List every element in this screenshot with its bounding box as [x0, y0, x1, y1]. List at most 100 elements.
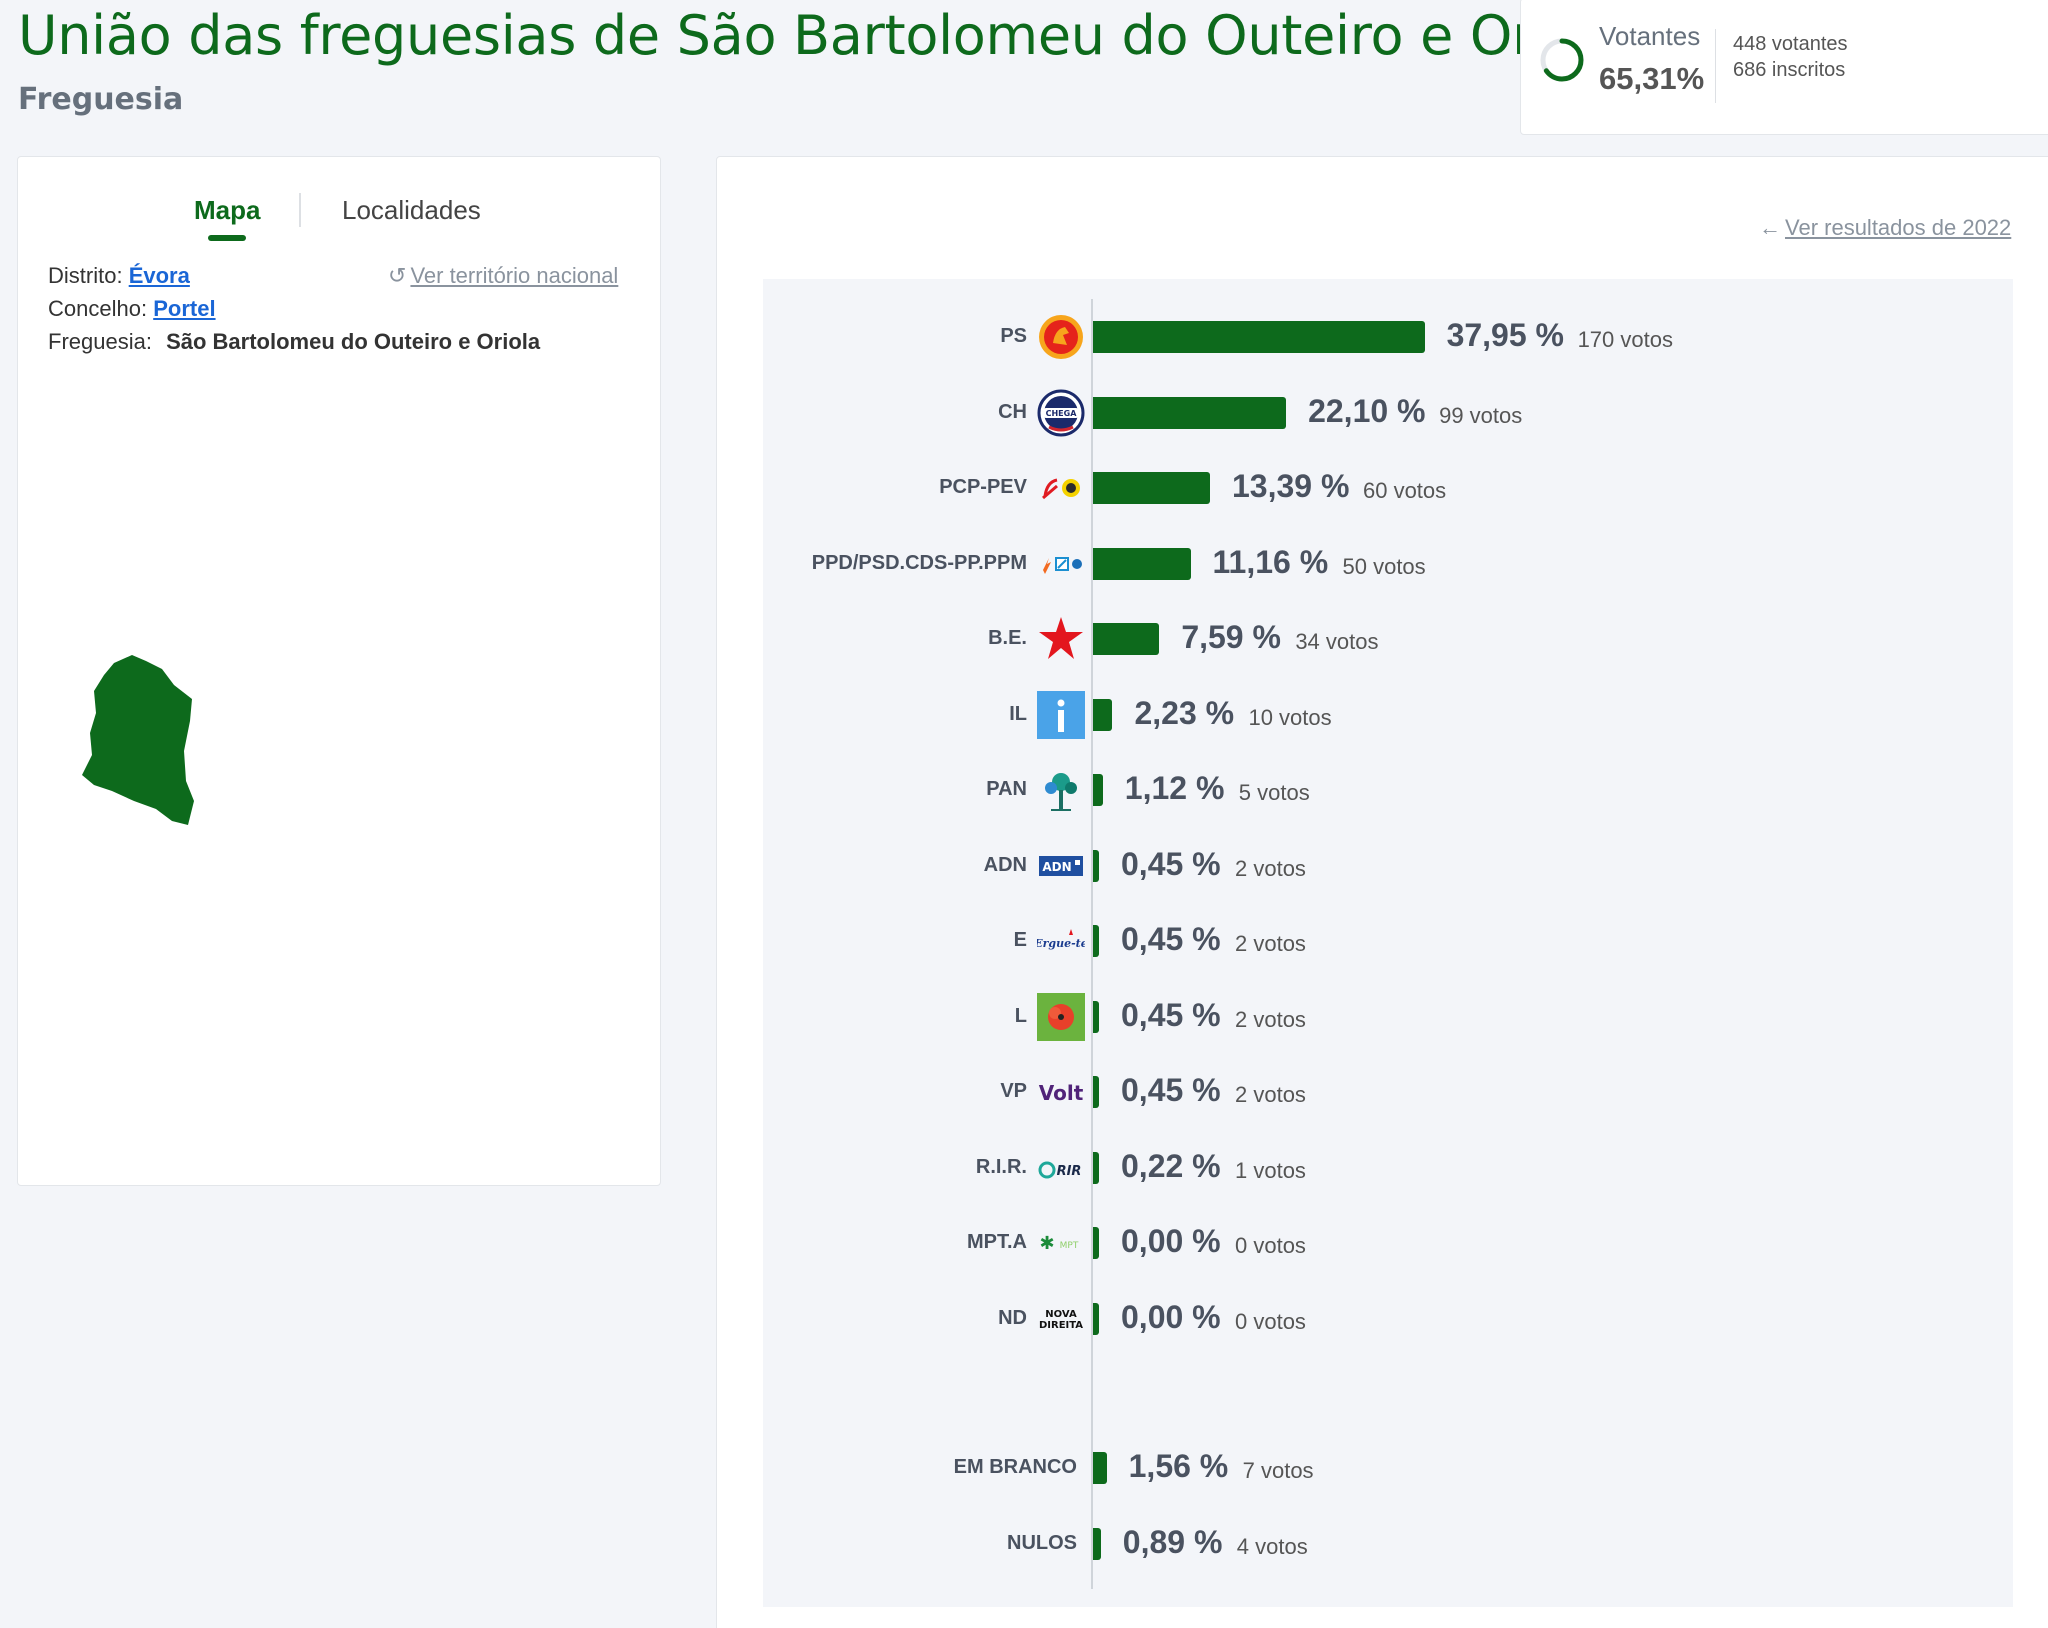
national-territory-label: Ver território nacional — [410, 263, 619, 288]
result-row: NULOS 0,89 % 4 votos — [717, 1518, 2048, 1570]
party-name: VP — [1000, 1080, 1027, 1102]
result-bar[interactable] — [1093, 396, 1287, 429]
result-bar[interactable] — [1093, 1076, 1099, 1108]
result-percent: 22,10 % — [1308, 392, 1426, 429]
result-bar[interactable] — [1093, 1151, 1099, 1184]
undo-arrow-icon: ↺ — [388, 263, 407, 288]
county-line: Concelho: Portel — [48, 296, 216, 322]
result-row: R.I.R. RIR 0,22 % 1 votos — [717, 1142, 2048, 1194]
result-row: VP Volt 0,45 % 2 votos — [717, 1066, 2048, 1118]
party-name: PCP-PEV — [939, 476, 1027, 498]
result-percent: 0,45 % — [1121, 845, 1221, 882]
district-link[interactable]: Évora — [128, 263, 190, 288]
party-name-wrap: CH — [717, 387, 1027, 439]
result-votes: 2 votos — [1235, 931, 1306, 956]
turnout-divider — [1715, 29, 1716, 103]
result-row: PCP-PEV 13,39 % 60 votos — [717, 462, 2048, 514]
result-votes: 50 votos — [1342, 553, 1426, 579]
district-line: Distrito: Évora — [48, 263, 190, 289]
result-bar[interactable] — [1093, 623, 1160, 655]
svg-text:ADN: ADN — [1042, 860, 1071, 874]
party-name-wrap: IL — [717, 689, 1027, 741]
result-percent: 0,00 % — [1121, 1298, 1221, 1335]
result-row: IL 2,23 % 10 votos — [717, 689, 2048, 741]
result-row: PPD/PSD.CDS-PP.PPM 11,16 % 50 votos — [717, 538, 2048, 590]
result-votes: 0 votos — [1235, 1308, 1306, 1334]
turnout-percent: 65,31% — [1599, 61, 1705, 96]
party-name-wrap: MPT.A — [717, 1217, 1027, 1269]
registered-count: 686 inscritos — [1733, 59, 1846, 81]
result-bar[interactable] — [1093, 925, 1099, 957]
result-percent: 37,95 % — [1446, 317, 1564, 353]
result-bar[interactable] — [1093, 698, 1113, 731]
party-name: IL — [1009, 702, 1027, 725]
result-bar[interactable] — [1093, 774, 1103, 806]
svg-text:✱: ✱ — [1039, 1233, 1054, 1254]
tab-mapa[interactable]: Mapa — [194, 195, 260, 241]
result-percent: 0,45 % — [1121, 1072, 1221, 1108]
party-name-wrap: PS — [717, 311, 1027, 363]
parish-line: Freguesia: São Bartolomeu do Outeiro e O… — [48, 329, 540, 355]
result-bar[interactable] — [1093, 321, 1425, 353]
party-name-wrap: L — [717, 991, 1027, 1043]
party-name: PAN — [986, 778, 1027, 800]
party-name-wrap: PPD/PSD.CDS-PP.PPM — [717, 538, 1027, 590]
turnout-card: Votantes 65,31% 448 votantes 686 inscrit… — [1520, 0, 2048, 135]
page-title: União das freguesias de São Bartolomeu d… — [18, 4, 1629, 67]
party-name-wrap: PCP-PEV — [717, 462, 1027, 514]
result-row: B.E. 7,59 % 34 votos — [717, 613, 2048, 665]
result-row: PS 37,95 % 170 votos — [717, 311, 2048, 363]
parish-label: Freguesia: — [48, 329, 152, 354]
result-bar[interactable] — [1093, 1000, 1099, 1033]
result-votes: 2 votos — [1235, 1082, 1306, 1107]
result-votes: 0 votos — [1235, 1233, 1306, 1258]
result-percent: 0,89 % — [1122, 1523, 1223, 1560]
party-name: R.I.R. — [975, 1155, 1027, 1178]
svg-text:DIREITA: DIREITA — [1039, 1320, 1083, 1331]
party-name-wrap: R.I.R. — [717, 1142, 1027, 1194]
result-row: ND NOVA DIREITA 0,00 % 0 votos — [717, 1293, 2048, 1345]
result-bar[interactable] — [1093, 1227, 1099, 1259]
result-row: CH CHEGA 22,10 % 99 votos — [717, 387, 2048, 439]
result-bar[interactable] — [1093, 472, 1210, 504]
party-name-wrap: NULOS — [717, 1518, 1077, 1570]
previous-results-link[interactable]: ← Ver resultados de 2022 — [1759, 215, 2011, 241]
result-bar[interactable] — [1093, 1452, 1107, 1484]
party-name: NULOS — [1007, 1531, 1077, 1554]
party-name-wrap: E — [717, 915, 1027, 967]
result-votes: 2 votos — [1235, 855, 1306, 881]
livre-poppy-logo-icon — [1037, 992, 1085, 1041]
result-percent: 7,59 % — [1181, 619, 1281, 655]
result-row: L 0,45 % 2 votos — [717, 991, 2048, 1043]
tab-divider — [299, 193, 301, 227]
result-bar[interactable] — [1093, 547, 1191, 580]
result-percent: 1,12 % — [1124, 770, 1225, 806]
result-votes: 1 votos — [1235, 1157, 1306, 1183]
party-name-wrap: EM BRANCO — [717, 1442, 1077, 1494]
svg-text:Ergue-te: Ergue-te — [1037, 937, 1085, 950]
result-bar[interactable] — [1093, 1527, 1101, 1560]
tab-localidades[interactable]: Localidades — [342, 195, 481, 225]
arrow-left-icon: ← — [1759, 215, 1781, 240]
result-percent: 1,56 % — [1128, 1448, 1229, 1484]
party-name: B.E. — [988, 627, 1027, 649]
national-territory-link[interactable]: ↺ Ver território nacional — [388, 263, 618, 289]
svg-text:NOVA: NOVA — [1045, 1309, 1077, 1320]
county-link[interactable]: Portel — [153, 296, 216, 321]
map-panel: Mapa Localidades Distrito: Évora ↺ Ver te… — [17, 156, 661, 1186]
result-votes: 60 votos — [1362, 478, 1447, 503]
result-bar[interactable] — [1093, 849, 1099, 882]
party-name-wrap: ND — [717, 1293, 1027, 1345]
turnout-counts: 448 votantes 686 inscritos — [1733, 31, 1848, 83]
result-votes: 5 votos — [1238, 780, 1310, 805]
erguete-logo-icon: Ergue-te — [1033, 917, 1088, 965]
result-votes: 4 votos — [1236, 1533, 1308, 1559]
result-percent: 0,00 % — [1121, 1223, 1221, 1259]
ps-logo-icon — [1037, 313, 1085, 361]
parish-map-shape[interactable] — [74, 651, 224, 831]
district-label: Distrito: — [48, 263, 123, 288]
active-tab-indicator — [208, 235, 246, 241]
party-name: ND — [998, 1306, 1027, 1329]
result-bar[interactable] — [1093, 1302, 1099, 1335]
result-votes: 10 votos — [1248, 704, 1332, 730]
